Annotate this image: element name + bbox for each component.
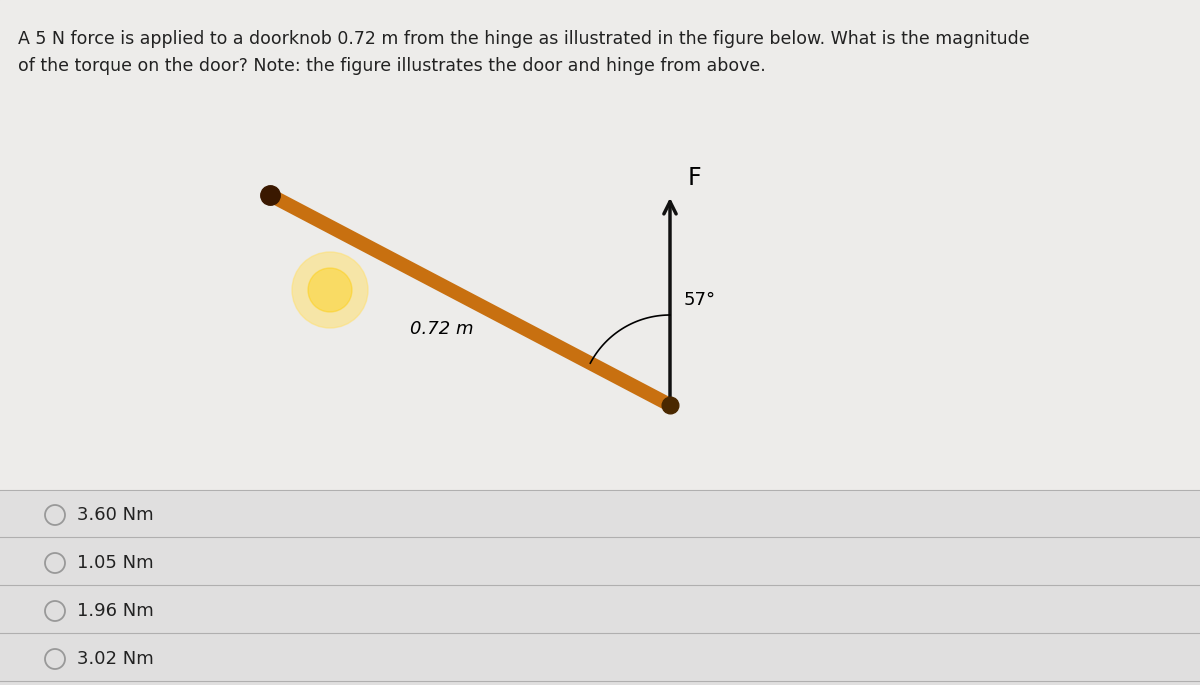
Text: 1.96 Nm: 1.96 Nm — [77, 602, 154, 620]
Text: of the torque on the door? Note: the figure illustrates the door and hinge from : of the torque on the door? Note: the fig… — [18, 57, 766, 75]
Text: A 5 N force is applied to a doorknob 0.72 m from the hinge as illustrated in the: A 5 N force is applied to a doorknob 0.7… — [18, 30, 1030, 48]
Text: F: F — [688, 166, 702, 190]
Text: 3.02 Nm: 3.02 Nm — [77, 650, 154, 668]
Text: 57°: 57° — [684, 291, 716, 309]
Text: 1.05 Nm: 1.05 Nm — [77, 554, 154, 572]
Bar — [0, 0, 1200, 490]
Text: 0.72 m: 0.72 m — [410, 320, 474, 338]
Text: 3.60 Nm: 3.60 Nm — [77, 506, 154, 524]
Circle shape — [308, 268, 352, 312]
Circle shape — [292, 252, 368, 328]
